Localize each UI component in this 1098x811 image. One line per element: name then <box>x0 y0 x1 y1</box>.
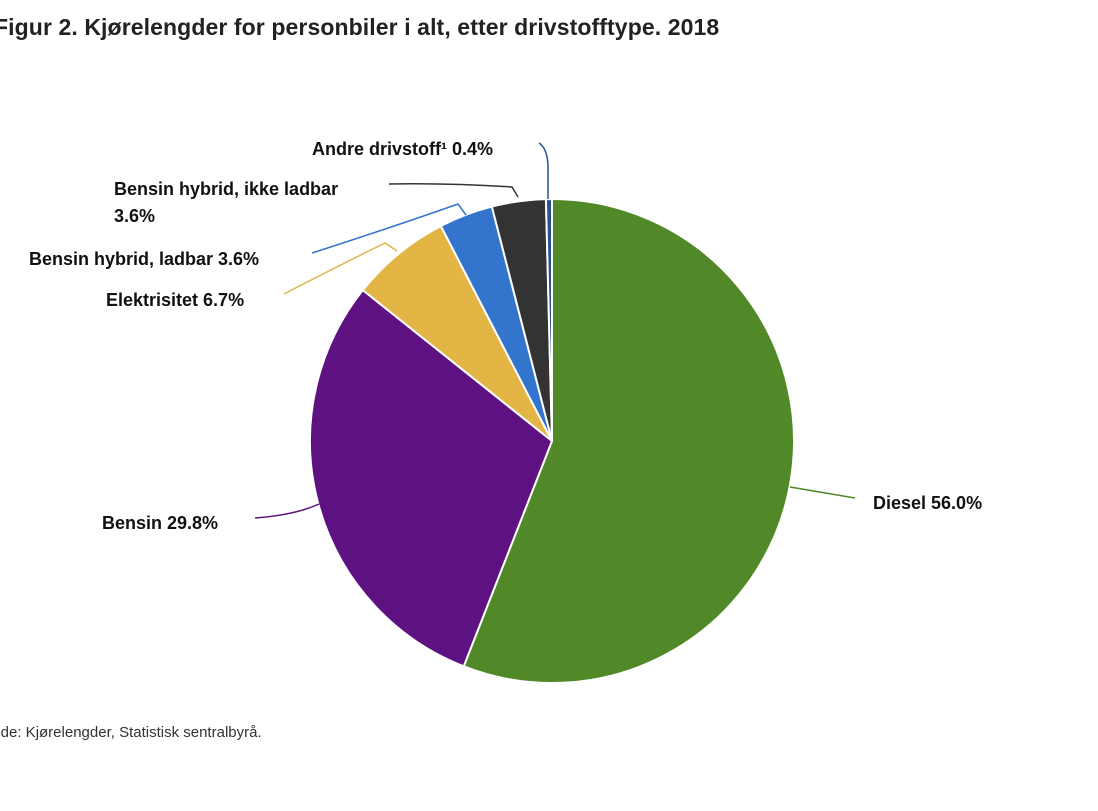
leader-line-diesel <box>790 487 855 498</box>
data-label-bensin-hybrid-ikke-ladbar: Bensin hybrid, ikke ladbar <box>114 179 338 199</box>
data-label-bensin-hybrid-ladbar: Bensin hybrid, ladbar 3.6% <box>29 249 259 269</box>
data-label-bensin: Bensin 29.8% <box>102 513 218 533</box>
data-label-bensin-hybrid-ikke-ladbar-value: 3.6% <box>114 206 155 226</box>
leader-line-bensin <box>255 504 319 518</box>
data-label-andre-drivstoff: Andre drivstoff¹ 0.4% <box>312 139 493 159</box>
source-note: ilde: Kjørelengder, Statistisk sentralby… <box>0 724 262 741</box>
leader-line-andre-drivstoff <box>539 143 548 199</box>
data-label-diesel: Diesel 56.0% <box>873 493 982 513</box>
pie-chart: Diesel 56.0% Bensin 29.8% Elektrisitet 6… <box>0 0 1098 811</box>
data-label-elektrisitet: Elektrisitet 6.7% <box>106 290 244 310</box>
pie-slices <box>310 199 794 683</box>
leader-line-bensin-hybrid-ikke-ladbar <box>389 184 518 197</box>
